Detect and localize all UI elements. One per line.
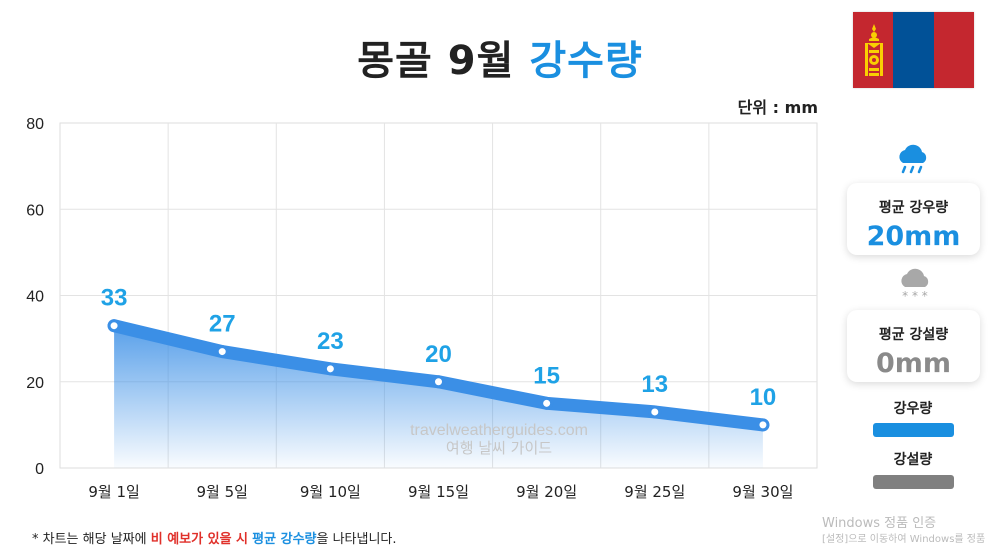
footnote: * 차트는 해당 날짜에 비 예보가 있을 시 평균 강수량을 나타냅니다. — [32, 528, 397, 547]
data-point — [215, 345, 229, 359]
avg-rain-value: 20mm — [866, 221, 961, 252]
x-tick-label: 9월 25일 — [624, 483, 685, 501]
windows-activation-subtext: [설정]으로 이동하여 Windows를 정품 — [822, 534, 986, 545]
avg-snow-card: 평균 강설량 0mm — [847, 310, 980, 382]
data-label: 15 — [533, 362, 560, 389]
footnote-part4: 평균 강수량 — [252, 532, 317, 547]
soyombo-symbol-icon — [865, 24, 883, 76]
x-tick-label: 9월 10일 — [300, 483, 361, 501]
windows-activation-notice: Windows 정품 인증 — [822, 516, 937, 531]
y-tick-label: 0 — [35, 461, 44, 478]
data-label: 27 — [209, 311, 236, 338]
x-tick-label: 9월 1일 — [88, 483, 139, 501]
data-point — [648, 405, 662, 419]
data-label: 13 — [641, 371, 668, 398]
data-point — [540, 396, 554, 410]
x-tick-label: 9월 15일 — [408, 483, 469, 501]
watermark-korean: 여행 날씨 가이드 — [446, 439, 552, 457]
legend-rain-swatch — [873, 423, 954, 437]
x-tick-label: 9월 5일 — [196, 483, 247, 501]
footnote-part5: 을 나타냅니다. — [316, 532, 397, 547]
data-point — [432, 375, 445, 389]
watermark-url: travelweatherguides.com — [410, 422, 588, 439]
data-point — [323, 362, 337, 376]
footnote-part1: * 차트는 해당 날짜에 — [32, 532, 151, 547]
data-label: 10 — [750, 384, 777, 411]
y-tick-label: 20 — [26, 375, 44, 392]
unit-label: 단위 : mm — [737, 98, 818, 117]
x-tick-label: 9월 20일 — [516, 483, 577, 501]
avg-rain-label: 평균 강우량 — [878, 200, 949, 216]
x-tick-label: 9월 30일 — [732, 483, 793, 501]
title-main: 몽골 9월 — [357, 38, 530, 84]
svg-text:* * *: * * * — [902, 289, 928, 302]
data-label: 33 — [101, 285, 128, 312]
legend-snow-label: 강설량 — [893, 452, 933, 468]
legend-snow-swatch — [873, 475, 954, 489]
flag-stripe-right — [933, 12, 974, 88]
data-point — [107, 319, 121, 333]
y-tick-label: 80 — [26, 116, 44, 133]
avg-snow-label: 평균 강설량 — [878, 327, 949, 343]
data-label: 23 — [317, 328, 344, 355]
avg-rain-card: 평균 강우량 20mm — [847, 183, 980, 255]
mongolia-flag-icon — [853, 12, 974, 88]
y-tick-label: 60 — [26, 202, 44, 219]
data-label: 20 — [425, 341, 452, 368]
flag-stripe-middle — [893, 12, 934, 88]
snow-cloud-icon: * * * — [901, 268, 929, 302]
data-point — [756, 418, 770, 432]
rain-cloud-icon — [899, 144, 927, 174]
avg-snow-value: 0mm — [875, 348, 952, 379]
page-title: 몽골 9월 강수량 — [0, 28, 1000, 86]
y-tick-label: 40 — [26, 289, 44, 306]
legend-rain-label: 강우량 — [893, 401, 933, 417]
footnote-part2: 비 예보가 있을 시 — [150, 532, 249, 547]
title-highlight: 강수량 — [529, 38, 643, 84]
